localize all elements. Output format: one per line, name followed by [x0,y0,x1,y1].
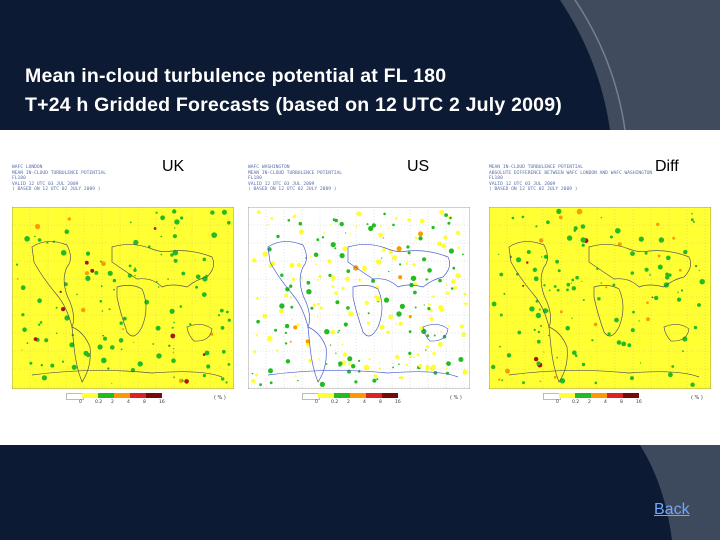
legend-swatch [82,393,98,398]
legend-tick-label: 8 [143,400,146,405]
legend-tick-label: 8 [620,400,623,405]
legend-swatch [382,393,398,398]
legend-swatch [366,393,382,398]
legend-tick-label: 16 [395,400,401,405]
legend-tick-label: 2 [588,400,591,405]
legend-unit: ( % ) [691,395,703,401]
panel-label-us: US [407,158,430,175]
turbulence-map [12,207,234,389]
back-link[interactable]: Back [654,501,690,518]
legend-tick-label: 0.2 [95,400,103,405]
legend-swatch [559,393,575,398]
footer-background [0,445,720,540]
legend-tick-label: 2 [347,400,350,405]
color-legend: 0 0.2 2 4 8 16 ( % ) [66,393,234,405]
slide-title: Mean in-cloud turbulence potential at FL… [25,62,715,120]
legend-unit: ( % ) [214,395,226,401]
legend-tick-label: 0.2 [331,400,339,405]
panel-label-uk: UK [162,158,185,175]
title-line-2: T+24 h Gridded Forecasts (based on 12 UT… [25,94,562,116]
legend-swatch [114,393,130,398]
legend-swatch [623,393,639,398]
title-line-1: Mean in-cloud turbulence potential at FL… [25,65,447,87]
color-legend: 0 0.2 2 4 8 16 ( % ) [302,393,470,405]
legend-swatch [350,393,366,398]
legend-tick-label: 0 [79,400,82,405]
legend-tick-label: 4 [604,400,607,405]
legend-tick-label: 16 [636,400,642,405]
map-panel-diff: MEAN IN-CLOUD TURBULENCE POTENTIAL ABSOL… [489,165,711,405]
legend-swatch [98,393,114,398]
panel-label-diff: Diff [655,158,679,175]
map-panel-uk: WAFC LONDON MEAN IN-CLOUD TURBULENCE POT… [12,165,234,405]
map-header-text: MEAN IN-CLOUD TURBULENCE POTENTIAL ABSOL… [489,165,653,193]
legend-swatch [318,393,334,398]
map-panel-us: WAFC WASHINGTON MEAN IN-CLOUD TURBULENCE… [248,165,470,405]
header-decoration [560,0,720,130]
legend-swatch [591,393,607,398]
legend-tick-label: 2 [111,400,114,405]
legend-tick-label: 8 [379,400,382,405]
footer-decoration [640,445,720,540]
legend-swatch [130,393,146,398]
turbulence-map [489,207,711,389]
legend-tick-label: 4 [363,400,366,405]
turbulence-map [248,207,470,389]
legend-tick-label: 4 [127,400,130,405]
legend-tick-label: 16 [159,400,165,405]
color-legend: 0 0.2 2 4 8 16 ( % ) [543,393,711,405]
legend-tick-label: 0.2 [572,400,580,405]
legend-swatch [575,393,591,398]
map-header-text: WAFC LONDON MEAN IN-CLOUD TURBULENCE POT… [12,165,107,193]
map-header-text: WAFC WASHINGTON MEAN IN-CLOUD TURBULENCE… [248,165,343,193]
legend-swatch [607,393,623,398]
legend-swatch [334,393,350,398]
legend-tick-label: 0 [315,400,318,405]
legend-tick-label: 0 [556,400,559,405]
legend-unit: ( % ) [450,395,462,401]
legend-swatch [146,393,162,398]
